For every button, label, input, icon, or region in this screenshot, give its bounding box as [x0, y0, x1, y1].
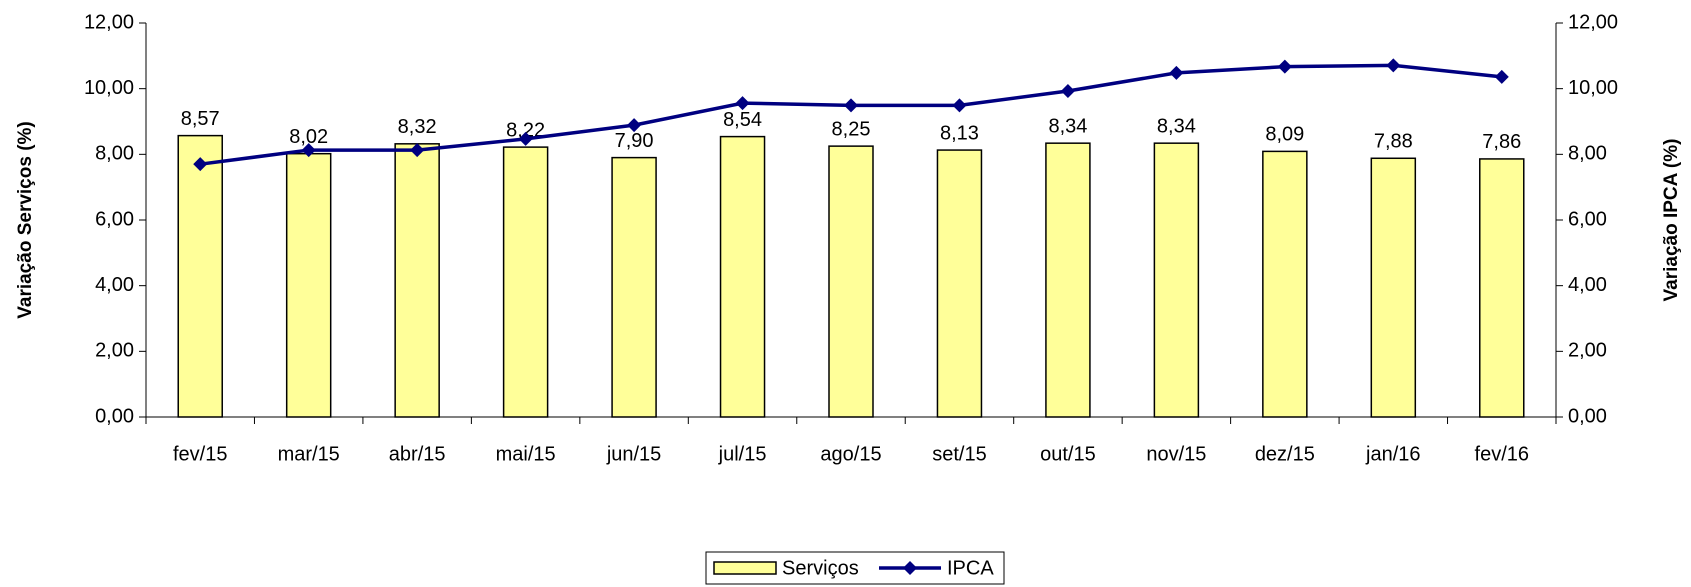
- y2-tick-label: 4,00: [1568, 274, 1607, 296]
- bar: [177, 134, 223, 418]
- x-tick-label: mar/15: [278, 443, 340, 465]
- value-label: 8,13: [940, 122, 979, 144]
- bar: [1153, 142, 1200, 418]
- y-tick-label: 6,00: [95, 208, 134, 230]
- value-label: 8,57: [181, 108, 220, 130]
- x-tick-label: ago/15: [820, 443, 881, 465]
- legend-swatch: [713, 561, 777, 575]
- y2-tick-label: 0,00: [1568, 405, 1607, 427]
- value-label: 8,54: [723, 109, 762, 131]
- y2-tick-label: 2,00: [1568, 340, 1607, 362]
- x-tick-label: fev/15: [173, 443, 227, 465]
- marker: [410, 143, 425, 158]
- bar: [502, 146, 549, 418]
- y-tick-label: 2,00: [95, 340, 134, 362]
- x-tick-label: dez/15: [1255, 443, 1315, 465]
- value-label: 8,09: [1265, 124, 1304, 146]
- value-label: 7,86: [1482, 131, 1521, 153]
- bar: [1370, 157, 1417, 418]
- value-label: 8,32: [398, 116, 437, 138]
- y2-tick-label: 12,00: [1568, 11, 1618, 33]
- x-tick-label: set/15: [932, 443, 986, 465]
- marker: [735, 96, 750, 111]
- marker: [1060, 83, 1075, 98]
- legend-label: IPCA: [947, 557, 994, 579]
- marker: [627, 118, 642, 133]
- marker: [952, 98, 967, 113]
- y2-tick-label: 6,00: [1568, 208, 1607, 230]
- y2-axis-title: Variação IPCA (%): [1661, 139, 1682, 302]
- y-tick-label: 10,00: [84, 77, 134, 99]
- x-tick-label: jul/15: [718, 443, 767, 465]
- value-label: 8,02: [289, 126, 328, 148]
- legend-label: Serviços: [782, 557, 859, 579]
- marker: [1386, 58, 1401, 73]
- value-label: 7,88: [1374, 131, 1413, 153]
- y-axis-title: Variação Serviços (%): [15, 121, 36, 319]
- y-tick-label: 0,00: [95, 405, 134, 427]
- marker: [844, 98, 858, 113]
- x-tick-label: jun/15: [606, 443, 662, 465]
- bar: [611, 156, 657, 418]
- value-label: 8,34: [1157, 115, 1196, 137]
- x-tick-label: nov/15: [1146, 443, 1206, 465]
- y2-tick-label: 8,00: [1568, 143, 1607, 165]
- value-label: 8,22: [506, 119, 545, 141]
- x-tick-label: out/15: [1040, 443, 1096, 465]
- marker: [1169, 65, 1184, 80]
- y2-tick-label: 10,00: [1568, 77, 1618, 99]
- x-tick-label: fev/16: [1475, 443, 1529, 465]
- bar: [285, 152, 332, 418]
- bar: [1479, 158, 1525, 418]
- bar: [828, 145, 874, 418]
- value-label: 7,90: [615, 130, 654, 152]
- bar: [1045, 142, 1091, 418]
- y-tick-label: 8,00: [95, 143, 134, 165]
- x-tick-label: jan/16: [1365, 443, 1421, 465]
- bar: [936, 149, 983, 418]
- marker: [1277, 59, 1292, 74]
- x-tick-label: abr/15: [389, 443, 446, 465]
- marker: [193, 157, 208, 172]
- legend-marker: [903, 561, 917, 575]
- marker: [301, 143, 316, 158]
- bar: [1262, 150, 1308, 418]
- bar: [719, 135, 766, 418]
- marker: [1494, 69, 1509, 84]
- value-label: 8,34: [1048, 115, 1087, 137]
- value-label: 8,25: [832, 118, 871, 140]
- bar: [394, 143, 440, 418]
- x-tick-label: mai/15: [496, 443, 556, 465]
- marker: [518, 131, 533, 146]
- y-tick-label: 12,00: [84, 11, 134, 33]
- y-tick-label: 4,00: [95, 274, 134, 296]
